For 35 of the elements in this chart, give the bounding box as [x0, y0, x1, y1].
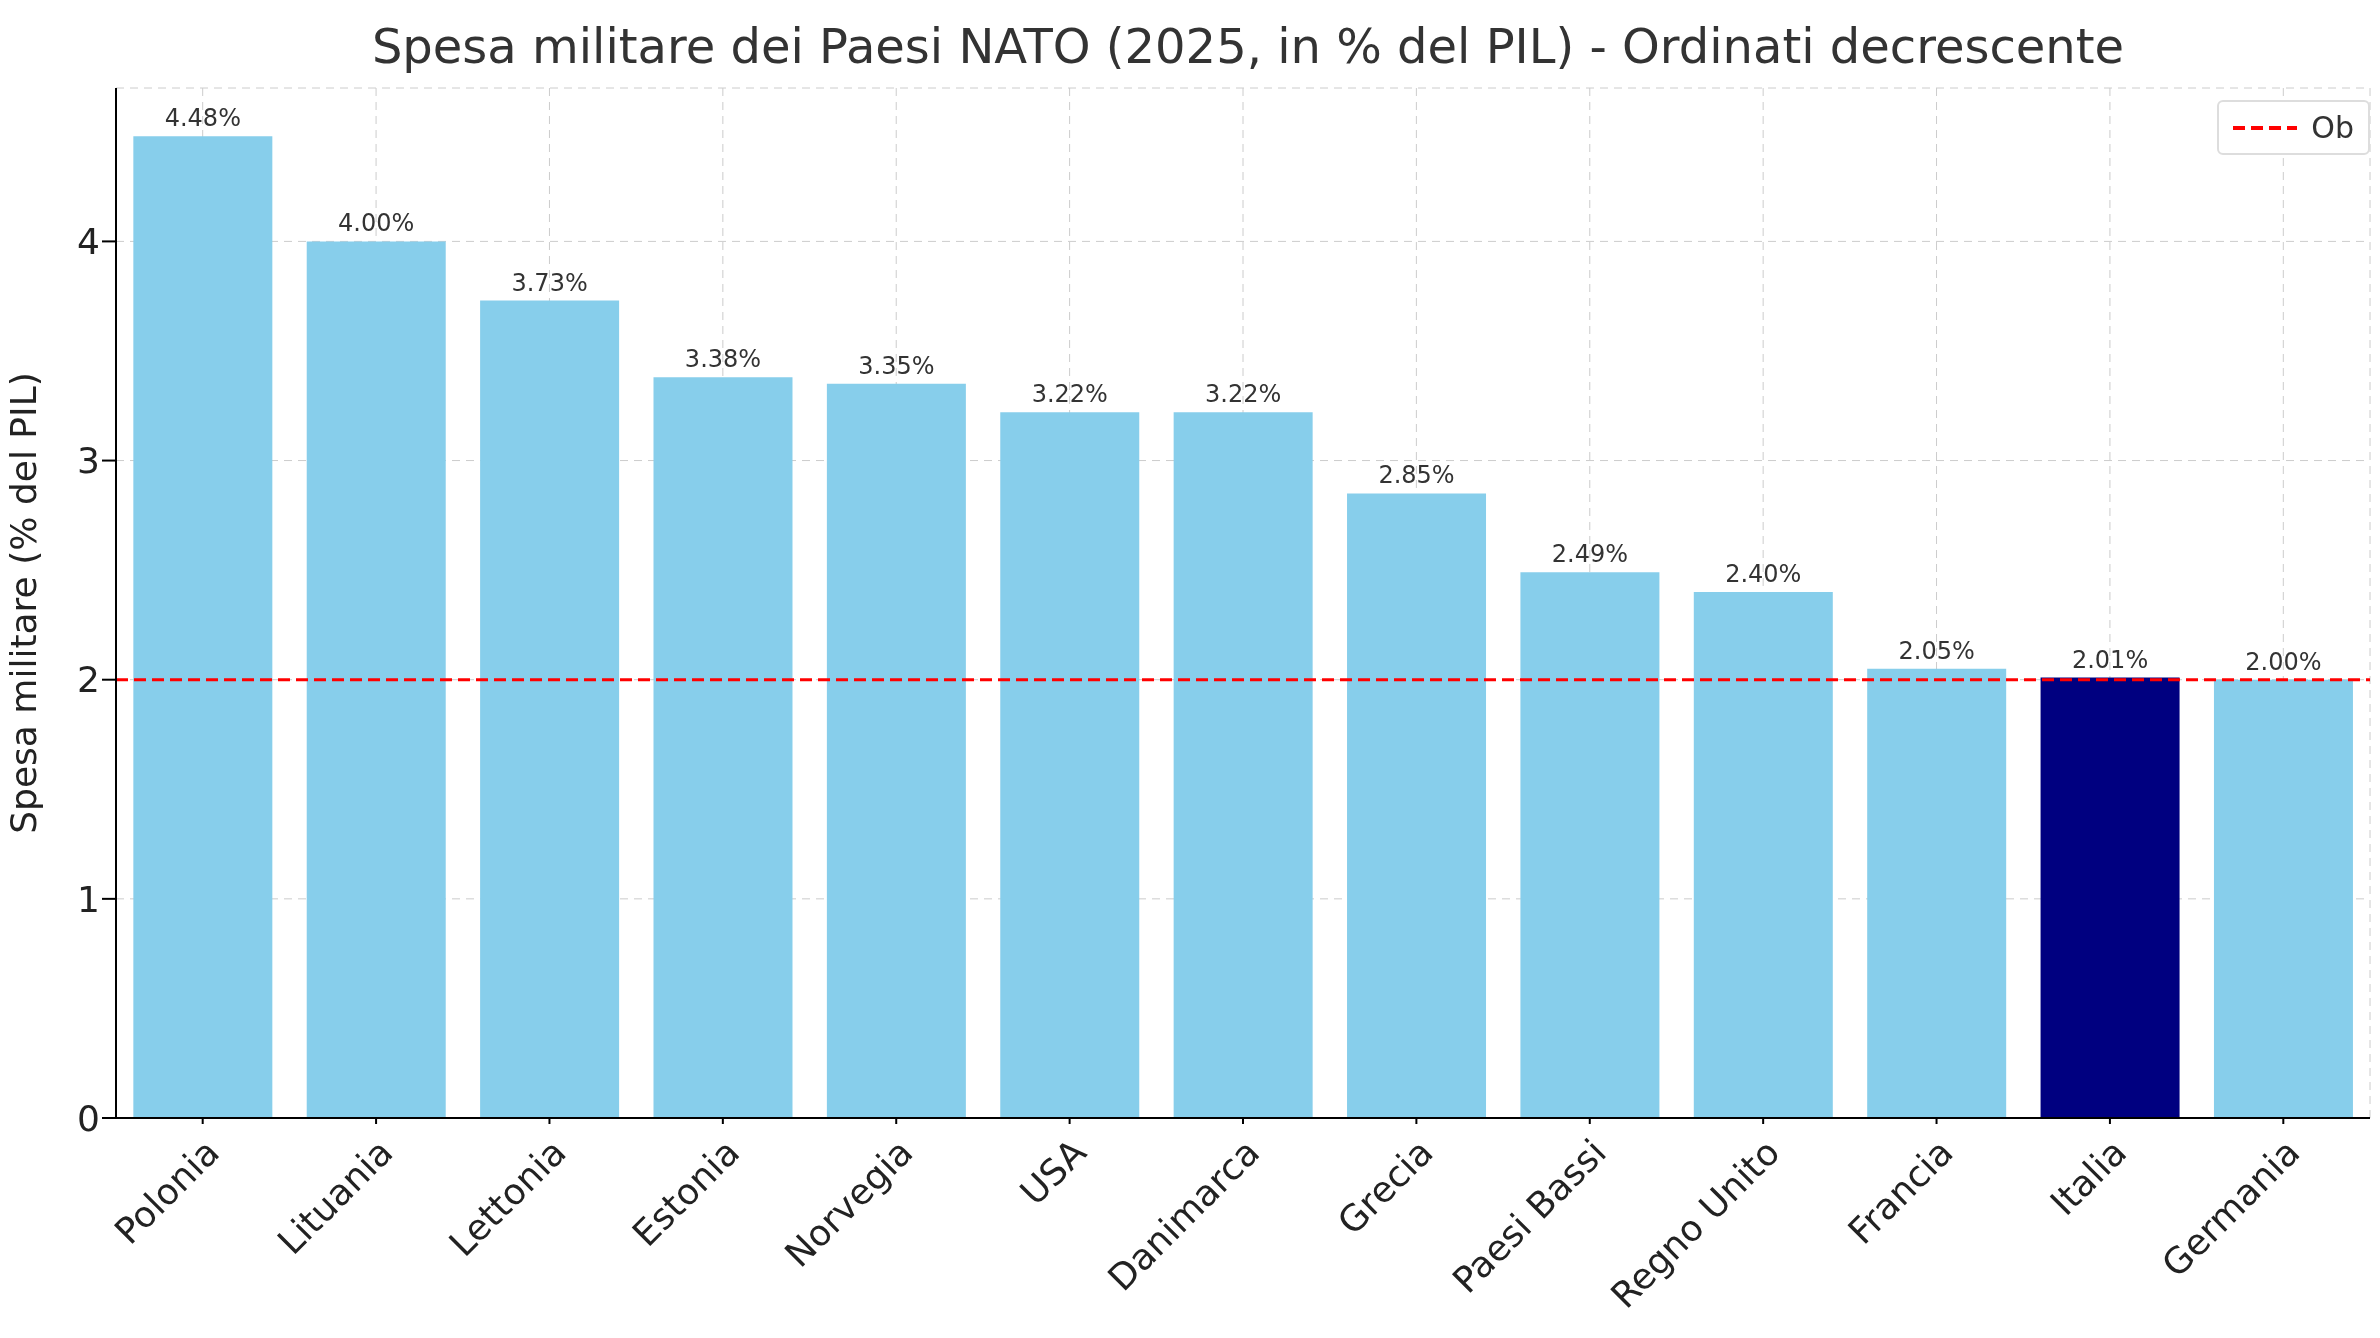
bar: [653, 377, 793, 1118]
bar: [133, 136, 273, 1118]
data-label: 4.48%: [164, 104, 241, 133]
bar: [1000, 412, 1140, 1118]
data-label: 3.22%: [1031, 380, 1108, 409]
bar: [480, 300, 620, 1118]
y-tick-label: 3: [77, 440, 100, 482]
data-label: 3.22%: [1205, 380, 1282, 409]
chart-title: Spesa militare dei Paesi NATO (2025, in % del PIL) - Ordinati decrescente: [370, 18, 2126, 74]
data-label: 2.00%: [2245, 647, 2322, 676]
x-tick-label: USA: [1012, 1131, 1095, 1214]
data-label: 2.40%: [1725, 560, 1802, 589]
y-tick-label: 4: [77, 221, 100, 263]
data-label: 3.38%: [684, 345, 762, 374]
bar: [1520, 572, 1660, 1118]
y-tick-label: 1: [77, 878, 100, 920]
data-label: 2.01%: [2071, 645, 2149, 674]
y-tick-label: 2: [77, 659, 100, 701]
bar: [1867, 668, 2007, 1118]
bar: [2213, 679, 2353, 1118]
data-label: 2.85%: [1378, 461, 1455, 490]
data-label: 4.00%: [338, 209, 415, 238]
data-label: 3.35%: [858, 351, 935, 380]
bar: [306, 241, 446, 1118]
bar: [1173, 412, 1313, 1118]
bar: [1347, 493, 1487, 1118]
bar: [826, 383, 966, 1118]
data-label: 3.73%: [511, 268, 588, 297]
data-label: 2.49%: [1551, 540, 1629, 569]
y-axis-title: Spesa militare (% del PIL): [2, 372, 44, 834]
data-label: 2.05%: [1898, 636, 1975, 665]
bar: [1693, 592, 1833, 1118]
legend-label: Ob: [2311, 110, 2354, 145]
bar: [2040, 677, 2180, 1118]
y-tick-label: 0: [77, 1097, 100, 1139]
